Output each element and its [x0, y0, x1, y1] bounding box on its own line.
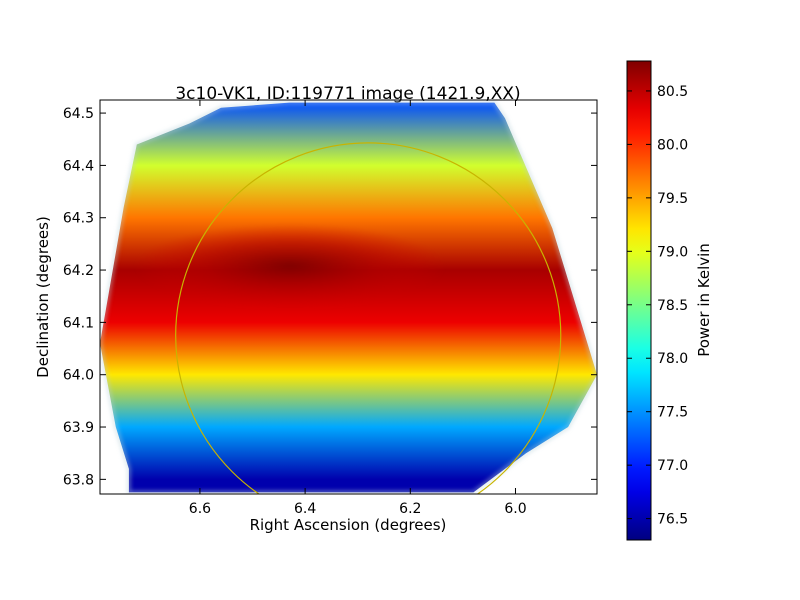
y-tick-label: 64.3	[63, 211, 94, 227]
y-tick-label: 64.1	[63, 315, 94, 331]
x-tick-label: 6.6	[189, 501, 211, 517]
colorbar-tick-label: 79.0	[657, 244, 688, 260]
y-tick-label: 64.2	[63, 263, 94, 279]
footprint-edge	[100, 101, 597, 494]
colorbar-ticks: 76.5 77.0 77.5 78.0 78.5 79.0 79.5 80.0 80.5	[627, 84, 688, 528]
beam-circle	[175, 142, 562, 494]
x-tick-label: 6.2	[399, 501, 421, 517]
colorbar-tick-label: 79.5	[657, 191, 688, 207]
chart-title: 3c10-VK1, ID:119771 image (1421.9,XX)	[175, 84, 520, 104]
colorbar-tick-label: 77.0	[657, 458, 688, 474]
colorbar-tick-label: 78.5	[657, 298, 688, 314]
y-tick-label: 64.0	[63, 368, 94, 384]
colorbar	[626, 60, 652, 541]
x-axis-ticks: 6.6 6.4 6.2 6.0	[189, 100, 527, 517]
y-tick-label: 64.5	[63, 106, 94, 122]
y-tick-label: 63.9	[63, 420, 94, 436]
y-axis-ticks: 63.8 63.9 64.0 64.1 64.2 64.3 64.4 64.5	[63, 106, 597, 488]
heatmap-core	[135, 224, 445, 308]
y-tick-label: 63.8	[63, 472, 94, 488]
x-tick-label: 6.4	[294, 501, 316, 517]
colorbar-label: Power in Kelvin	[695, 243, 713, 357]
colorbar-tick-label: 78.0	[657, 351, 688, 367]
x-tick-label: 6.0	[504, 501, 526, 517]
axes-frame	[99, 99, 598, 495]
y-axis-label: Declination (degrees)	[34, 216, 52, 378]
colorbar-tick-label: 80.0	[657, 137, 688, 153]
colorbar-tick-label: 77.5	[657, 405, 688, 421]
heatmap-footprint	[100, 102, 597, 493]
plot-area	[100, 101, 597, 494]
x-axis-label: Right Ascension (degrees)	[250, 516, 447, 534]
colorbar-tick-label: 76.5	[657, 512, 688, 528]
colorbar-tick-label: 80.5	[657, 84, 688, 100]
y-tick-label: 64.4	[63, 158, 94, 174]
